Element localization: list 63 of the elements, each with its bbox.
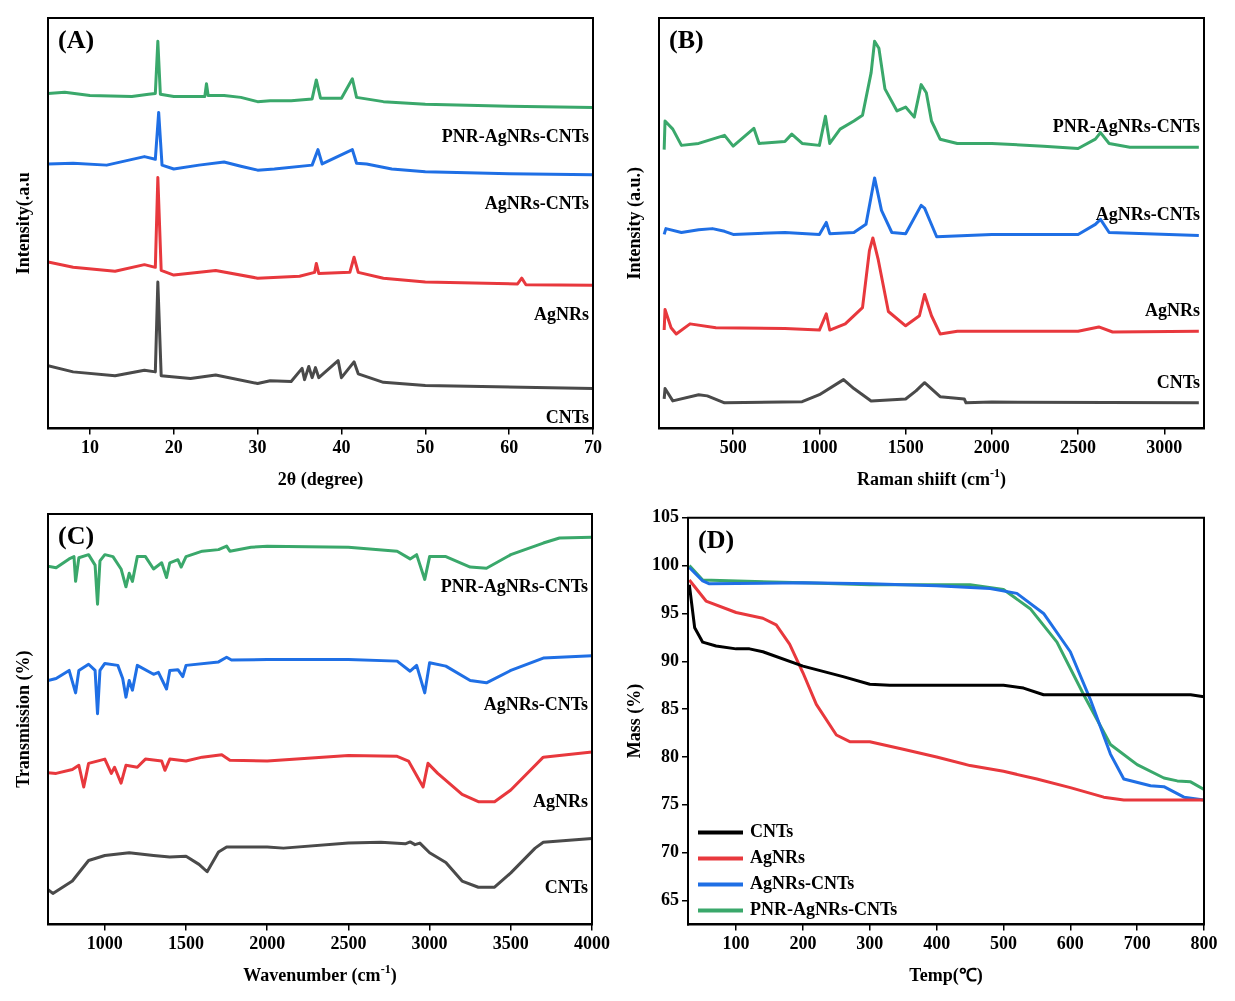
- x-tick-label: 1500: [168, 932, 205, 953]
- series-label: AgNRs-CNTs: [1095, 204, 1200, 225]
- y-tick-label: 65: [661, 889, 679, 910]
- y-tick-label: 85: [661, 697, 679, 718]
- x-tick-label: 30: [248, 436, 267, 457]
- legend-label: AgNRs: [750, 847, 806, 868]
- x-tick-label: 2000: [249, 932, 286, 953]
- y-axis-title: Intensity (a.u.): [623, 166, 645, 280]
- y-axis-title: Intensity(.a.u: [12, 172, 34, 275]
- x-tick-label: 3000: [411, 932, 448, 953]
- x-tick-label: 50: [416, 436, 435, 457]
- series-label: AgNRs-CNTs: [484, 193, 589, 214]
- x-tick-label: 400: [923, 932, 951, 953]
- chart-title: (D): [698, 524, 735, 554]
- x-tick-label: 70: [584, 436, 602, 457]
- x-tick-label: 2000: [973, 436, 1010, 457]
- y-axis-title: Mass (%): [623, 683, 645, 759]
- series-label: AgNRs: [532, 790, 588, 811]
- legend-label: AgNRs-CNTs: [750, 873, 855, 894]
- x-tick-label: 1500: [887, 436, 924, 457]
- x-tick-label: 2500: [1060, 436, 1097, 457]
- x-axis-title: 2θ (degree): [277, 468, 364, 490]
- x-tick-label: 600: [1056, 932, 1084, 953]
- x-tick-label: 100: [722, 932, 750, 953]
- y-tick-label: 95: [661, 602, 679, 623]
- y-axis-title: Transmission (%): [12, 650, 34, 788]
- x-tick-label: 300: [856, 932, 884, 953]
- y-tick-label: 90: [661, 649, 679, 670]
- series-label: PNR-AgNRs-CNTs: [1052, 115, 1200, 136]
- series-label: AgNRs: [1144, 299, 1200, 320]
- x-tick-label: 700: [1123, 932, 1151, 953]
- x-tick-label: 500: [719, 436, 747, 457]
- series-label: PNR-AgNRs-CNTs: [440, 575, 588, 596]
- x-tick-label: 2500: [330, 932, 367, 953]
- y-tick-label: 75: [661, 793, 679, 814]
- x-tick-label: 60: [500, 436, 519, 457]
- x-tick-label: 20: [164, 436, 183, 457]
- y-tick-label: 80: [661, 745, 679, 766]
- x-axis-title: Temp(℃): [909, 964, 983, 986]
- x-tick-label: 3500: [492, 932, 529, 953]
- x-tick-label: 10: [80, 436, 99, 457]
- x-tick-label: 800: [1190, 932, 1218, 953]
- x-tick-label: 1000: [86, 932, 123, 953]
- series-label: CNTs: [544, 877, 588, 898]
- x-tick-label: 3000: [1146, 436, 1183, 457]
- y-tick-label: 70: [661, 841, 679, 862]
- series-label: CNTs: [545, 407, 589, 428]
- series-label: PNR-AgNRs-CNTs: [441, 126, 589, 147]
- y-tick-label: 105: [652, 506, 679, 527]
- x-tick-label: 200: [789, 932, 817, 953]
- chart-title: (B): [669, 24, 704, 54]
- x-tick-label: 40: [332, 436, 351, 457]
- chart-title: (A): [58, 24, 95, 54]
- x-tick-label: 500: [989, 932, 1017, 953]
- series-label: CNTs: [1156, 371, 1200, 392]
- legend-label: CNTs: [750, 821, 794, 842]
- y-tick-label: 100: [652, 554, 679, 575]
- legend-label: PNR-AgNRs-CNTs: [750, 899, 898, 920]
- series-label: AgNRs: [533, 303, 589, 324]
- x-tick-label: 4000: [574, 932, 610, 953]
- series-label: AgNRs-CNTs: [483, 694, 588, 715]
- x-tick-label: 1000: [801, 436, 838, 457]
- chart-title: (C): [58, 520, 95, 550]
